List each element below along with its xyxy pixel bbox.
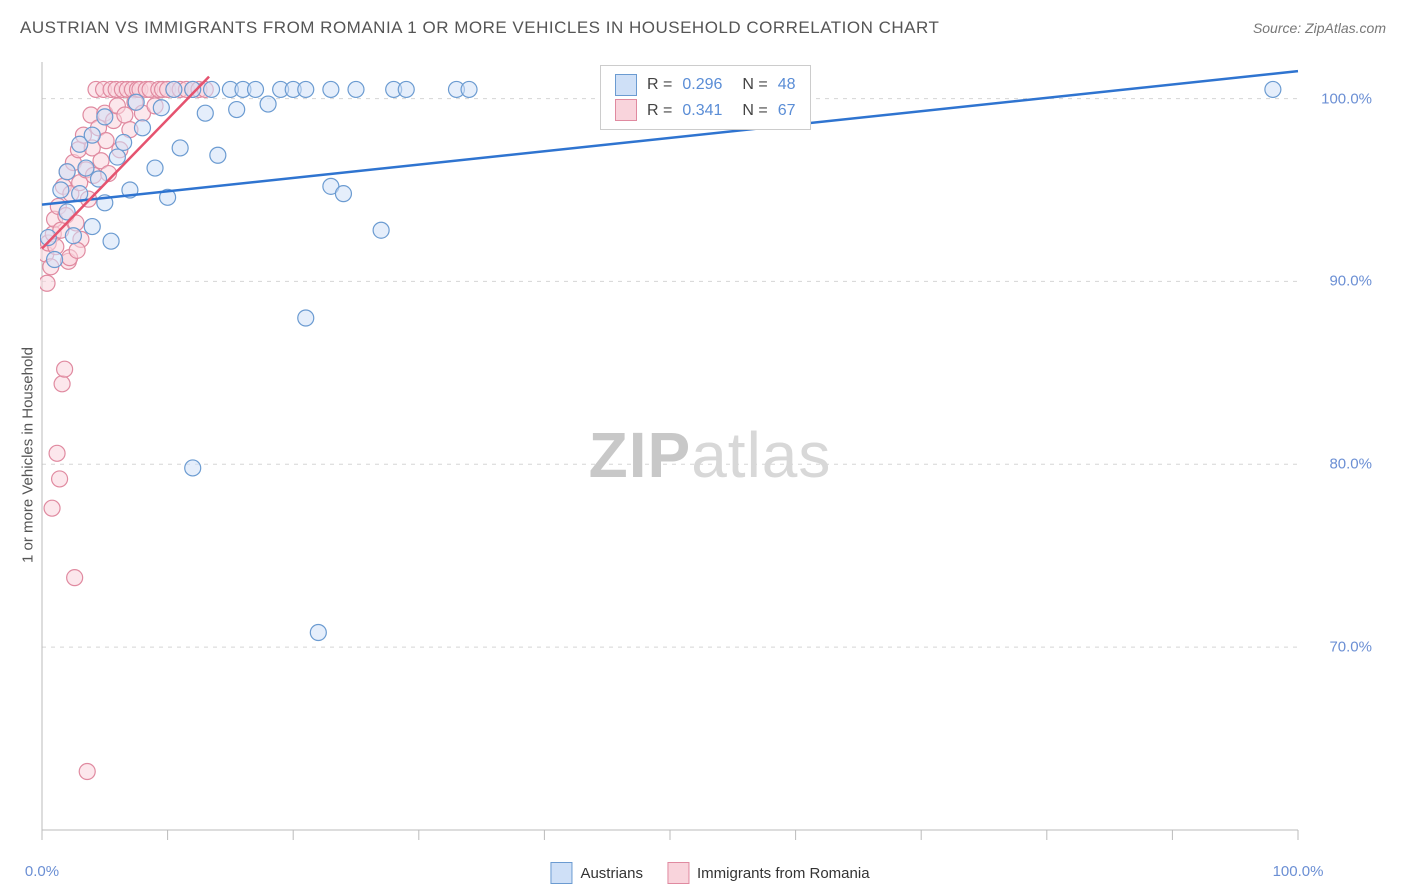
correlation-stats-box: R = 0.296N = 48R = 0.341N = 67 (600, 65, 811, 130)
legend-swatch (550, 862, 572, 884)
y-tick-label: 70.0% (1329, 639, 1372, 656)
legend-swatch (667, 862, 689, 884)
legend: Austrians Immigrants from Romania (550, 862, 869, 884)
y-tick-label: 80.0% (1329, 456, 1372, 473)
legend-item: Immigrants from Romania (667, 862, 870, 884)
y-tick-label: 90.0% (1329, 273, 1372, 290)
legend-swatch (615, 99, 637, 121)
chart-title: AUSTRIAN VS IMMIGRANTS FROM ROMANIA 1 OR… (20, 18, 939, 38)
source-attribution: Source: ZipAtlas.com (1253, 20, 1386, 36)
legend-label: Immigrants from Romania (697, 865, 870, 882)
y-tick-label: 100.0% (1321, 90, 1372, 107)
legend-item: Austrians (550, 862, 643, 884)
correlation-row: R = 0.296N = 48 (615, 72, 796, 98)
x-tick-label: 0.0% (25, 863, 59, 880)
legend-swatch (615, 74, 637, 96)
chart-area: 1 or more Vehicles in Household ZIPatlas… (40, 60, 1380, 850)
y-axis-label: 1 or more Vehicles in Household (20, 347, 37, 563)
correlation-row: R = 0.341N = 67 (615, 98, 796, 124)
scatter-plot (40, 60, 1380, 850)
legend-label: Austrians (580, 865, 643, 882)
x-tick-label: 100.0% (1273, 863, 1324, 880)
